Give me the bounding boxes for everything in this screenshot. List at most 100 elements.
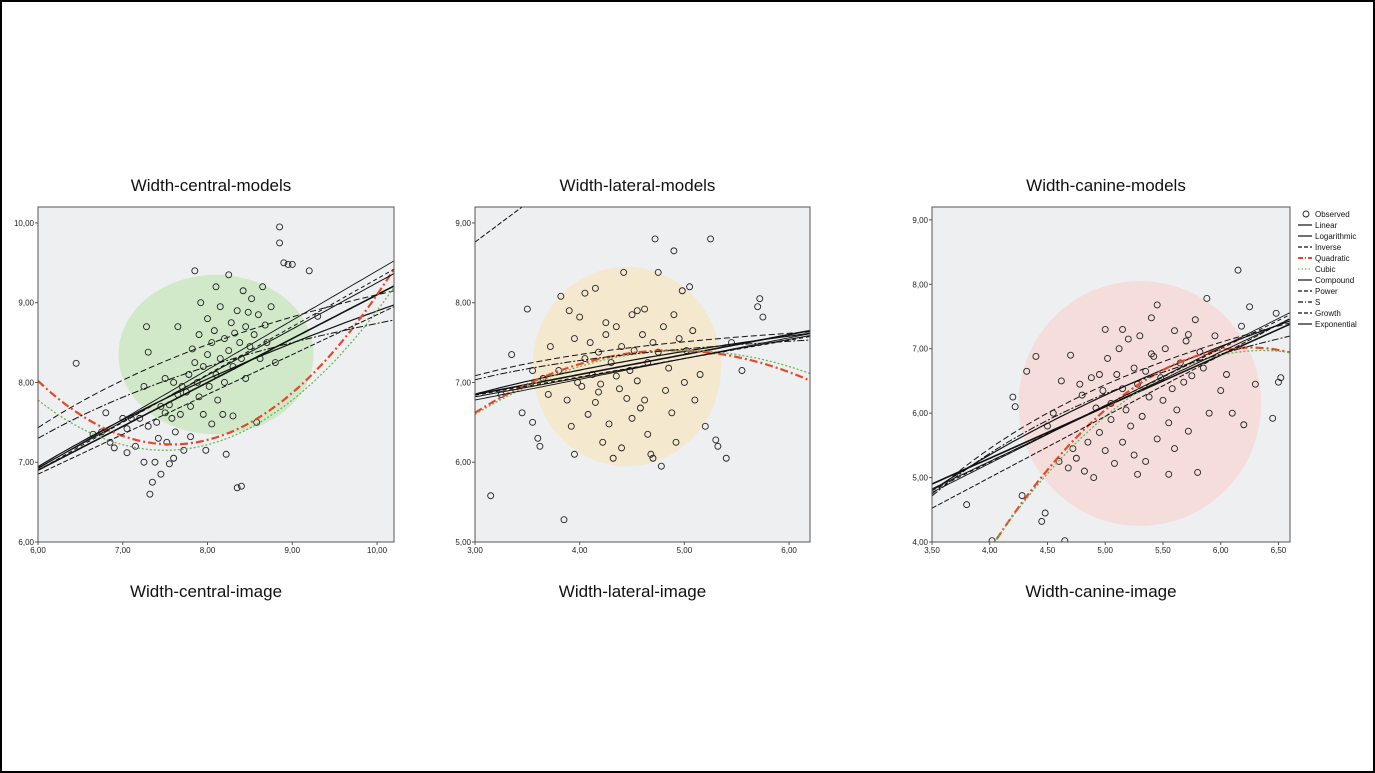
data-point bbox=[1119, 438, 1126, 446]
data-point bbox=[1217, 387, 1225, 395]
data-point bbox=[219, 410, 227, 418]
y-tick-label: 5,00 bbox=[912, 474, 928, 483]
data-point bbox=[153, 418, 161, 426]
data-point bbox=[180, 446, 188, 454]
y-tick-label: 6,00 bbox=[455, 458, 471, 467]
data-point bbox=[195, 393, 203, 401]
data-point bbox=[599, 438, 607, 446]
fit-line-cubic bbox=[475, 349, 810, 415]
legend-item: Cubic bbox=[1298, 265, 1335, 274]
data-point bbox=[1159, 396, 1167, 404]
data-point bbox=[597, 380, 605, 388]
data-point bbox=[1072, 454, 1080, 462]
y-tick-label: 8,00 bbox=[18, 378, 34, 387]
fit-line-quadratic bbox=[475, 349, 810, 414]
data-point bbox=[288, 260, 296, 268]
data-point bbox=[1104, 354, 1111, 362]
legend-item: Quadratic bbox=[1298, 254, 1350, 263]
data-point bbox=[250, 331, 258, 339]
data-point bbox=[1067, 351, 1075, 359]
chart-panel-2: 5,00 6,00 7,00 8,00 9,00 3,00 4,00 5,00 6,00 Widt… bbox=[455, 176, 811, 601]
fit-line-s bbox=[932, 335, 1290, 497]
data-point bbox=[1168, 385, 1176, 393]
legend-item: S bbox=[1298, 298, 1320, 307]
data-point bbox=[754, 303, 762, 311]
fit-line-inverse bbox=[38, 290, 394, 429]
fit-lines bbox=[38, 260, 394, 475]
legend-label: Inverse bbox=[1315, 243, 1342, 252]
highlight-ellipse bbox=[118, 274, 314, 435]
fit-line-linear bbox=[38, 285, 394, 471]
x-tick-label: 4,50 bbox=[1040, 546, 1056, 555]
fit-line-exponential bbox=[932, 312, 1290, 493]
data-point bbox=[1191, 316, 1199, 324]
data-point bbox=[672, 438, 680, 446]
y-tick-label: 10,00 bbox=[14, 219, 35, 228]
legend-item: Compound bbox=[1298, 276, 1354, 285]
data-point bbox=[523, 305, 531, 313]
data-point bbox=[1184, 331, 1192, 339]
data-point bbox=[628, 311, 636, 319]
data-point bbox=[988, 537, 996, 542]
data-point bbox=[1101, 447, 1109, 454]
data-point bbox=[649, 339, 657, 347]
x-tick-label: 3,50 bbox=[924, 546, 940, 555]
data-point bbox=[612, 372, 620, 380]
data-point bbox=[242, 375, 250, 382]
data-point bbox=[1194, 468, 1202, 476]
data-point bbox=[1090, 474, 1098, 482]
data-point bbox=[595, 388, 602, 396]
data-point bbox=[680, 379, 688, 386]
data-point bbox=[654, 268, 662, 276]
data-point bbox=[616, 385, 623, 393]
data-point bbox=[72, 359, 80, 367]
fit-lines bbox=[475, 207, 810, 415]
data-point bbox=[305, 267, 313, 275]
data-point bbox=[102, 409, 110, 417]
data-point bbox=[195, 331, 203, 339]
data-point bbox=[276, 223, 284, 231]
data-point bbox=[280, 259, 288, 267]
data-point bbox=[571, 335, 578, 343]
chart-title: Width-lateral-models bbox=[560, 176, 716, 195]
data-point bbox=[657, 462, 665, 470]
data-point bbox=[1188, 372, 1196, 380]
data-point bbox=[546, 343, 554, 351]
data-point bbox=[609, 454, 617, 462]
observed-points bbox=[72, 223, 322, 498]
data-point bbox=[759, 313, 767, 321]
data-point bbox=[170, 454, 178, 462]
data-point bbox=[1038, 517, 1046, 525]
data-point bbox=[267, 303, 275, 311]
data-point bbox=[581, 355, 589, 362]
data-point bbox=[586, 339, 594, 347]
data-point bbox=[1130, 451, 1138, 459]
data-point bbox=[1223, 371, 1230, 378]
data-point bbox=[1211, 332, 1219, 340]
observed-points bbox=[487, 235, 767, 524]
data-point bbox=[1182, 337, 1190, 345]
data-point bbox=[1240, 421, 1248, 429]
legend: Observed Linear Logarithmic Inverse Quadrati… bbox=[1298, 210, 1357, 329]
fit-line-s bbox=[475, 339, 810, 381]
data-point bbox=[565, 307, 573, 315]
data-point bbox=[1130, 364, 1138, 372]
x-tick-label: 5,00 bbox=[1097, 546, 1113, 555]
y-tick-label: 7,00 bbox=[912, 345, 928, 354]
data-point bbox=[148, 478, 156, 486]
data-point bbox=[222, 450, 230, 458]
data-point bbox=[1205, 409, 1213, 417]
data-point bbox=[963, 501, 971, 509]
fit-line-growth bbox=[38, 268, 394, 471]
data-point bbox=[1018, 492, 1026, 500]
data-point bbox=[261, 321, 269, 329]
data-point bbox=[691, 396, 699, 404]
data-point bbox=[628, 414, 636, 422]
data-point bbox=[1113, 371, 1121, 378]
data-point bbox=[662, 387, 669, 394]
data-point bbox=[140, 383, 148, 390]
data-point bbox=[1023, 367, 1031, 375]
data-point bbox=[670, 247, 678, 255]
data-point bbox=[651, 235, 659, 243]
data-point bbox=[191, 267, 199, 275]
